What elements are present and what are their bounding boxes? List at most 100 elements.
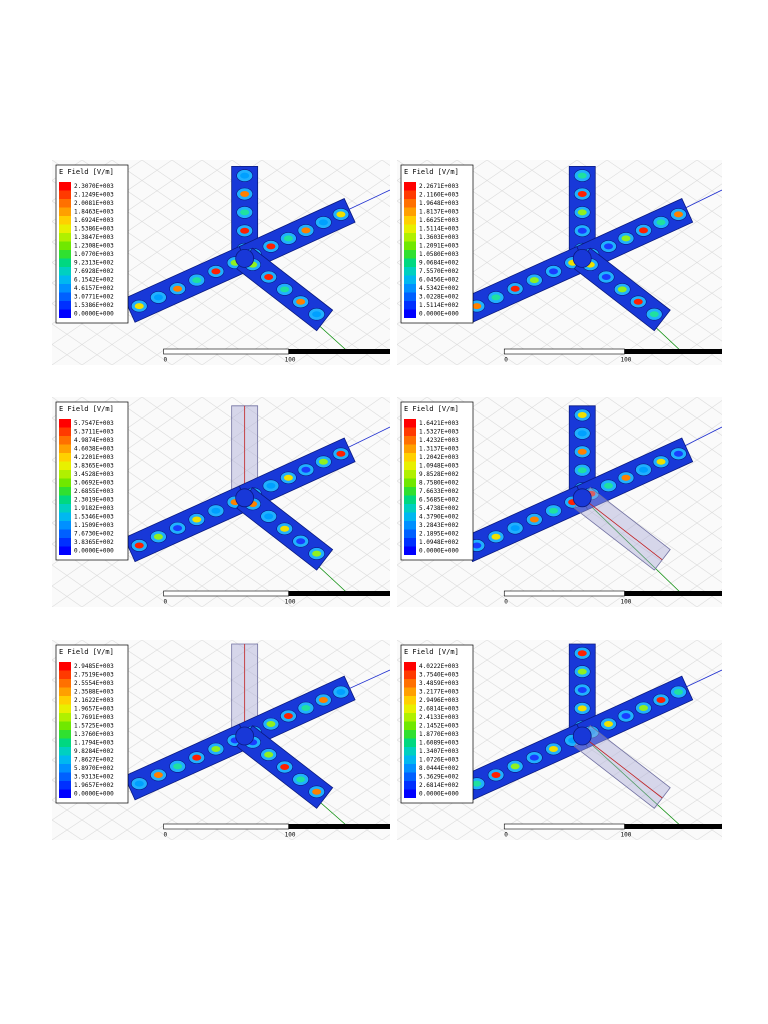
- legend-value: 0.0000E+000: [74, 790, 114, 797]
- grid-line: [321, 160, 390, 207]
- legend-swatch: [404, 453, 416, 462]
- field-hotspot: [153, 772, 163, 778]
- legend-swatch: [59, 258, 71, 267]
- field-hotspot: [529, 754, 539, 761]
- legend-value: 1.1794E+003: [74, 739, 114, 746]
- legend-swatch: [59, 301, 71, 310]
- legend-value: 2.1249E+003: [74, 191, 114, 198]
- field-hotspot: [173, 285, 183, 292]
- field-hotspot: [472, 780, 482, 787]
- junction: [235, 248, 255, 268]
- field-hotspot: [510, 525, 520, 532]
- grid-line: [636, 782, 722, 840]
- grid-line: [52, 303, 143, 365]
- legend-swatch: [59, 241, 71, 250]
- scale-label: 100: [285, 832, 296, 839]
- field-hotspot: [192, 277, 202, 284]
- field-hotspot: [549, 746, 558, 752]
- grid-line: [397, 397, 668, 587]
- axis-line: [582, 497, 663, 561]
- legend-swatch: [404, 781, 416, 790]
- field-hotspot: [134, 542, 144, 549]
- legend-swatch: [404, 207, 416, 216]
- grid-line: [576, 505, 722, 607]
- legend-swatch: [59, 670, 71, 679]
- legend-swatch: [59, 470, 71, 479]
- field-hotspot: [491, 533, 501, 540]
- legend-value: 0.0000E+000: [419, 547, 459, 554]
- grid-line: [636, 640, 722, 698]
- legend-swatch: [404, 721, 416, 730]
- grid-line: [52, 522, 173, 607]
- field-hotspot: [529, 516, 539, 523]
- legend-swatch: [404, 309, 416, 318]
- grid-line: [0, 397, 22, 607]
- field-hotspot: [577, 448, 587, 455]
- legend-swatch: [59, 538, 71, 547]
- grid-line: [666, 160, 722, 198]
- grid-line: [636, 547, 722, 607]
- legend-swatch: [59, 250, 71, 259]
- grid-line: [52, 397, 203, 503]
- legend-value: 5.3711E+003: [74, 428, 114, 435]
- grid-line: [606, 397, 722, 478]
- field-hotspot: [604, 482, 613, 489]
- grid-line: [397, 543, 488, 607]
- grid-line: [397, 739, 548, 840]
- legend-swatch: [59, 233, 71, 242]
- grid-line: [0, 160, 22, 365]
- legend-value: 1.3137E+003: [419, 445, 459, 452]
- scale-label: 100: [621, 357, 632, 364]
- grid-line: [397, 262, 548, 365]
- legend-swatch: [404, 436, 416, 445]
- legend-value: 1.3760E+003: [74, 731, 114, 738]
- grid-line: [576, 640, 722, 738]
- legend-value: 3.2177E+003: [419, 688, 459, 695]
- field-hotspot: [336, 211, 346, 218]
- field-hotspot: [336, 450, 346, 457]
- legend-value: 1.1509E+003: [74, 522, 114, 529]
- legend-swatch: [404, 233, 416, 242]
- legend-value: 1.5114E+003: [419, 225, 459, 232]
- legend-value: 1.6089E+003: [419, 739, 459, 746]
- legend-swatch: [59, 284, 71, 293]
- legend-value: 2.0081E+003: [74, 200, 114, 207]
- grid-line: [757, 160, 768, 365]
- legend-value: 6.5685E+002: [419, 496, 459, 503]
- grid-line: [52, 397, 293, 566]
- field-hotspot: [283, 474, 293, 481]
- legend-value: 1.5327E+003: [419, 428, 459, 435]
- legend-swatch: [59, 309, 71, 318]
- legend-swatch: [404, 747, 416, 756]
- field-hotspot: [192, 516, 202, 523]
- grid-line: [52, 779, 143, 840]
- legend-value: 2.6814E+003: [419, 705, 459, 712]
- legend-value: 3.8365E+002: [74, 539, 114, 546]
- grid-line: [52, 160, 323, 345]
- field-hotspot: [621, 235, 631, 242]
- legend-swatch: [59, 546, 71, 555]
- legend-swatch: [59, 207, 71, 216]
- field-hotspot: [240, 191, 250, 197]
- field-hotspot: [283, 235, 293, 242]
- grid-line: [397, 323, 458, 365]
- grid-line: [52, 501, 203, 607]
- field-hotspot: [240, 172, 250, 179]
- scale-black: [624, 349, 722, 354]
- field-hotspot: [301, 705, 311, 711]
- grid-line: [52, 839, 53, 840]
- legend-value: 0.0000E+000: [419, 310, 459, 317]
- legend-value: 5.4738E+002: [419, 505, 459, 512]
- grid-line: [52, 543, 143, 607]
- grid-line: [52, 739, 203, 840]
- legend-swatch: [404, 670, 416, 679]
- field-hotspot: [266, 721, 276, 727]
- grid-line: [516, 463, 722, 607]
- legend-swatch: [404, 241, 416, 250]
- field-hotspot: [153, 533, 163, 540]
- field-hotspot: [577, 668, 587, 675]
